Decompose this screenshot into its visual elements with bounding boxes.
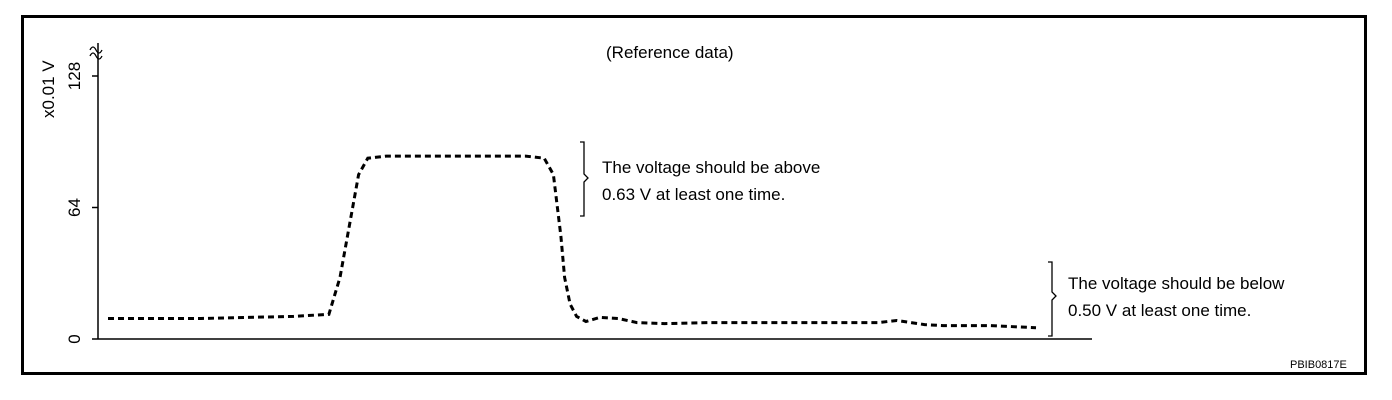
figure-frame: (Reference data) x0.01 V 0 64 128 The volt…	[21, 15, 1367, 375]
annotation-below-line2: 0.50 V at least one time.	[1068, 301, 1251, 320]
axis-break-icon	[89, 46, 103, 60]
y-tick-label: 128	[65, 62, 84, 90]
annotation-brace-below	[1048, 261, 1057, 337]
y-axis-label: x0.01 V	[39, 60, 58, 118]
voltage-chart: (Reference data) x0.01 V 0 64 128 The volt…	[39, 43, 1347, 371]
y-tick-label: 0	[65, 334, 84, 343]
annotation-above-line1: The voltage should be above	[602, 158, 820, 177]
y-ticks: 0 64 128	[65, 62, 98, 344]
annotation-below-line1: The voltage should be below	[1068, 274, 1285, 293]
series-line-voltage	[108, 154, 1037, 330]
chart-title: (Reference data)	[606, 43, 734, 62]
annotation-brace-above	[580, 141, 589, 217]
y-tick-label: 64	[65, 198, 84, 217]
annotation-above-line2: 0.63 V at least one time.	[602, 185, 785, 204]
figure-code: PBIB0817E	[1290, 359, 1347, 371]
